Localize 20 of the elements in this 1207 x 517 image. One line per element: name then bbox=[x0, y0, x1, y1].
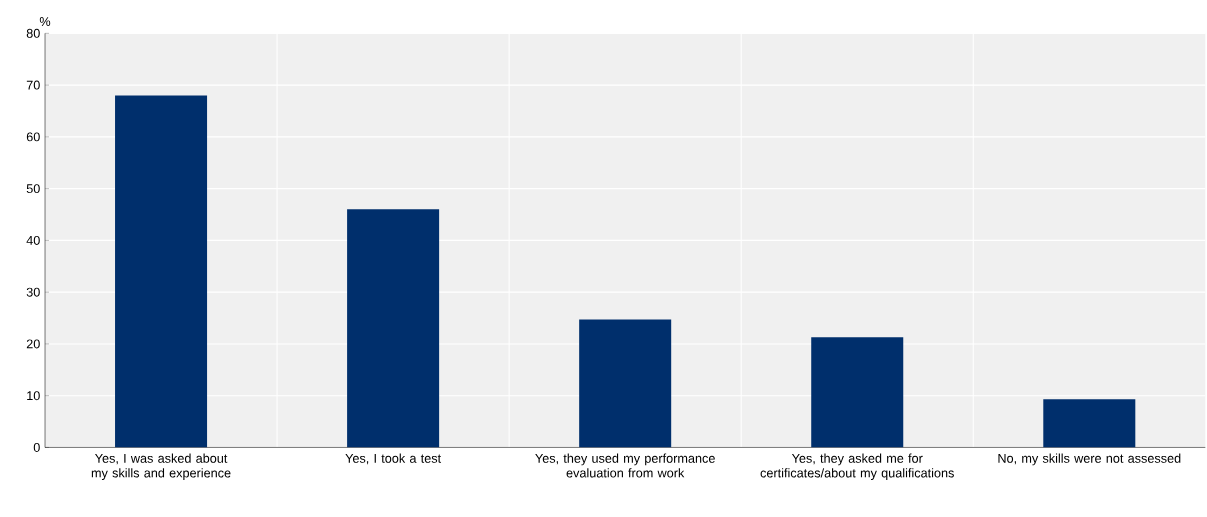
x-tick-label: No, my skills were not assessed bbox=[998, 453, 1181, 466]
x-tick-label: Yes, they used my performance evaluation from work bbox=[535, 453, 715, 478]
bar bbox=[347, 209, 440, 448]
y-tick-label: 30 bbox=[26, 287, 40, 297]
y-tick-label: 40 bbox=[26, 235, 40, 245]
y-tick-label: 0 bbox=[33, 442, 40, 452]
y-tick-label: 20 bbox=[26, 339, 40, 349]
x-tick-label: Yes, I was asked about my skills and experience bbox=[91, 453, 231, 480]
bar bbox=[579, 319, 672, 448]
x-tick-label: Yes, they asked me for certificates/about my qualifications bbox=[760, 453, 954, 480]
y-tick-label: 10 bbox=[27, 390, 40, 400]
bar bbox=[811, 336, 904, 448]
y-tick-label: 80 bbox=[26, 28, 40, 38]
bar bbox=[1043, 399, 1136, 448]
y-tick-label: 50 bbox=[26, 183, 40, 193]
y-tick-label: 70 bbox=[26, 80, 40, 90]
y-axis-title: % bbox=[39, 16, 51, 26]
y-tick-label: 60 bbox=[26, 132, 40, 142]
bar bbox=[115, 95, 208, 448]
x-tick-label: Yes, I took a test bbox=[345, 453, 442, 465]
